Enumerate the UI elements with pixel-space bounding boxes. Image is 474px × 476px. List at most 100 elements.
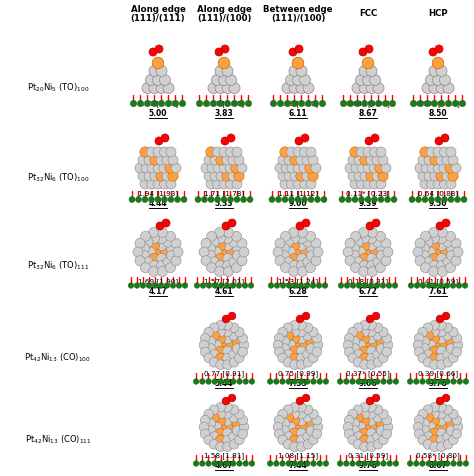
Circle shape	[381, 461, 386, 466]
Circle shape	[243, 461, 248, 466]
Circle shape	[308, 155, 318, 165]
Text: 7.61: 7.61	[428, 288, 447, 297]
Circle shape	[231, 163, 241, 173]
Circle shape	[378, 197, 384, 202]
Circle shape	[153, 163, 163, 173]
Circle shape	[216, 403, 225, 412]
Circle shape	[207, 263, 217, 273]
Circle shape	[205, 243, 216, 253]
Circle shape	[367, 327, 376, 337]
Circle shape	[278, 155, 288, 165]
Circle shape	[360, 403, 369, 412]
Circle shape	[446, 263, 456, 273]
Circle shape	[430, 327, 439, 337]
Circle shape	[303, 357, 313, 367]
Text: Along edge: Along edge	[197, 4, 251, 13]
Circle shape	[297, 240, 307, 250]
Circle shape	[148, 267, 158, 277]
Circle shape	[226, 340, 236, 350]
Circle shape	[426, 247, 436, 257]
Circle shape	[368, 283, 374, 288]
Circle shape	[424, 100, 431, 107]
Circle shape	[216, 327, 225, 337]
Circle shape	[443, 82, 454, 93]
Circle shape	[343, 422, 353, 432]
Circle shape	[238, 347, 247, 357]
Circle shape	[161, 134, 169, 142]
Circle shape	[442, 394, 450, 402]
Circle shape	[168, 155, 178, 165]
Circle shape	[440, 247, 451, 257]
Circle shape	[423, 257, 433, 267]
Circle shape	[312, 100, 319, 107]
Circle shape	[297, 353, 306, 363]
Circle shape	[171, 256, 181, 266]
Circle shape	[345, 238, 355, 248]
Circle shape	[306, 426, 316, 436]
Circle shape	[286, 179, 297, 189]
Circle shape	[462, 283, 468, 288]
Circle shape	[143, 257, 153, 267]
Circle shape	[285, 75, 297, 86]
Circle shape	[219, 179, 229, 189]
Circle shape	[221, 197, 227, 202]
Circle shape	[463, 379, 469, 384]
Circle shape	[130, 100, 137, 107]
Circle shape	[150, 155, 160, 165]
Circle shape	[280, 251, 290, 261]
Circle shape	[295, 197, 301, 202]
Circle shape	[232, 147, 242, 157]
Circle shape	[223, 442, 232, 452]
Circle shape	[438, 283, 444, 288]
Circle shape	[456, 283, 462, 288]
Circle shape	[155, 197, 161, 202]
Circle shape	[432, 57, 444, 69]
Text: (111)/(100): (111)/(100)	[271, 14, 325, 23]
Circle shape	[301, 134, 309, 142]
Circle shape	[155, 137, 163, 145]
Circle shape	[170, 283, 176, 288]
Circle shape	[367, 353, 376, 363]
Circle shape	[407, 461, 413, 466]
Circle shape	[372, 155, 382, 165]
Circle shape	[146, 147, 156, 157]
Circle shape	[275, 238, 285, 248]
Circle shape	[359, 416, 370, 426]
Circle shape	[287, 163, 297, 173]
Circle shape	[290, 435, 300, 445]
Circle shape	[280, 344, 290, 353]
Circle shape	[437, 334, 447, 344]
Circle shape	[153, 247, 163, 257]
Circle shape	[433, 422, 443, 432]
Circle shape	[345, 256, 355, 266]
Circle shape	[420, 344, 430, 353]
Circle shape	[445, 100, 452, 107]
Circle shape	[350, 179, 360, 189]
Circle shape	[446, 179, 456, 189]
Circle shape	[218, 57, 230, 69]
Circle shape	[290, 409, 299, 419]
Circle shape	[368, 379, 374, 384]
Circle shape	[226, 247, 237, 257]
Circle shape	[419, 243, 429, 253]
Circle shape	[223, 254, 233, 264]
Circle shape	[429, 82, 440, 93]
Circle shape	[365, 197, 371, 202]
Circle shape	[157, 254, 167, 264]
Circle shape	[227, 134, 235, 142]
Circle shape	[308, 197, 314, 202]
Circle shape	[229, 257, 239, 267]
Circle shape	[280, 243, 290, 253]
Text: 0.39 [0.66]: 0.39 [0.66]	[418, 371, 458, 377]
Text: Pt$_{20}$Ni$_5$ (TO)$_{100}$: Pt$_{20}$Ni$_5$ (TO)$_{100}$	[27, 82, 89, 94]
Circle shape	[222, 171, 232, 181]
Circle shape	[219, 340, 229, 350]
Circle shape	[228, 197, 234, 202]
Circle shape	[166, 251, 176, 261]
Text: 5.44: 5.44	[215, 379, 233, 388]
Circle shape	[280, 147, 290, 157]
Circle shape	[209, 357, 219, 367]
Circle shape	[360, 320, 369, 330]
Circle shape	[414, 283, 420, 288]
Circle shape	[348, 435, 357, 445]
